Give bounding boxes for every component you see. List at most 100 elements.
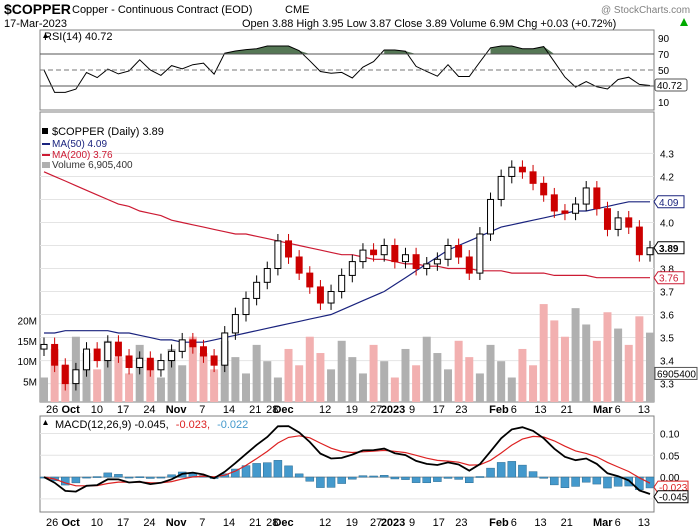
- rsi-tick-4: 10: [658, 98, 670, 109]
- candle-body: [295, 256, 303, 274]
- volume-bar: [252, 344, 261, 402]
- macd-frame: [39, 415, 655, 513]
- macd-hist-bar: [284, 465, 293, 478]
- macd-hist-bar: [124, 476, 134, 479]
- candle-body: [582, 187, 590, 205]
- macd-hist-bar: [369, 475, 378, 478]
- ma50-tag-text: 4.09: [659, 198, 679, 209]
- x-tick-label-17: 23: [455, 404, 467, 416]
- x-tick-label-3: 17: [117, 404, 129, 416]
- x-tick-label-22: Mar: [593, 517, 613, 529]
- x-tick-label-23: 6: [615, 404, 621, 416]
- legend-symbol-swatch: [42, 128, 48, 134]
- candle-body: [572, 203, 580, 214]
- x-tick-label-12: 19: [346, 517, 358, 529]
- price-tick-1: 4.2: [660, 172, 674, 183]
- candle-body: [625, 217, 633, 228]
- candle-body: [348, 261, 356, 276]
- volume-bar: [40, 377, 48, 402]
- ma50-tag-box: [653, 195, 685, 209]
- legend-volume: Volume 6,905,400: [52, 160, 133, 171]
- volume-bar: [444, 369, 452, 402]
- macd-hist-bar: [550, 476, 559, 486]
- x-tick-label-16: 17: [433, 404, 445, 416]
- rsi-tick-0: 90: [658, 34, 670, 45]
- candle-body: [540, 182, 548, 196]
- macd-hist-bar: [379, 475, 389, 478]
- x-tick-label-14: 2023: [381, 404, 405, 416]
- price-tick-5: 3.8: [660, 265, 674, 276]
- macd-value-tag-text: -0.045: [659, 493, 688, 504]
- candle-body: [221, 332, 229, 366]
- macd-hist-bar: [326, 476, 336, 488]
- macd-hist-bar: [71, 476, 81, 484]
- candle-body: [635, 226, 643, 256]
- price-tick-10: 3.3: [660, 380, 674, 391]
- volume-tick-1: 15M: [18, 337, 37, 348]
- x-tick-label-0: 26: [46, 517, 58, 529]
- candle-body: [412, 254, 420, 270]
- x-tick-label-7: 14: [223, 517, 235, 529]
- candle-body: [72, 369, 80, 385]
- x-tick-label-0: 26: [46, 404, 58, 416]
- macd-hist-bar: [603, 476, 612, 489]
- volume-tick-3: 5M: [23, 378, 37, 389]
- legend-volume-swatch: [42, 162, 50, 168]
- x-tick-label-17: 23: [455, 517, 467, 529]
- volume-tag-box: [654, 366, 698, 380]
- macd-signal-tag-text: -0.023: [659, 483, 688, 494]
- macd-tick-0: 0.10: [660, 429, 680, 440]
- x-tick-label-5: Nov: [166, 517, 188, 529]
- last-price-tag-box: [653, 241, 685, 255]
- candle-body: [168, 350, 176, 362]
- volume-bar: [592, 340, 601, 402]
- candle-body: [646, 247, 654, 256]
- macd-hist-bar: [305, 476, 315, 482]
- x-tick-label-4: 24: [143, 404, 155, 416]
- volume-bar: [93, 369, 102, 402]
- candle-body: [529, 171, 537, 184]
- volume-bar: [390, 377, 399, 402]
- x-tick-label-18: Feb: [489, 517, 509, 529]
- x-tick-label-21: 21: [561, 517, 573, 529]
- macd-hist-bar: [146, 476, 155, 479]
- candle-body: [104, 341, 112, 362]
- x-tick-label-20: 13: [534, 404, 546, 416]
- price-tick-8: 3.5: [660, 334, 674, 345]
- candle-body: [146, 357, 154, 371]
- macd-hist-bar: [390, 476, 400, 480]
- legend-symbol: $COPPER (Daily) 3.89: [52, 126, 164, 138]
- volume-tick-2: 10M: [18, 357, 37, 368]
- candle-body: [444, 244, 452, 260]
- candle-body: [561, 210, 569, 214]
- volume-bar: [529, 365, 538, 402]
- candle-body: [476, 233, 484, 274]
- volume-bar: [210, 369, 219, 402]
- price-tick-6: 3.7: [660, 288, 674, 299]
- candle-body: [497, 175, 505, 200]
- x-tick-label-2: 10: [91, 517, 103, 529]
- x-tick-label-18: Feb: [489, 404, 509, 416]
- volume-bar: [433, 353, 442, 402]
- macd-hist-bar: [454, 476, 463, 480]
- rsi-label: RSI(14) 40.72: [44, 31, 112, 43]
- volume-bar: [337, 340, 346, 402]
- candle-body: [327, 291, 335, 304]
- volume-bar: [125, 373, 134, 402]
- volume-bar: [603, 312, 612, 402]
- volume-bar: [614, 328, 623, 402]
- x-tick-label-4: 24: [143, 517, 155, 529]
- candle-body: [433, 258, 441, 265]
- macd-hist-bar: [592, 476, 602, 485]
- macd-label-main: MACD(12,26,9) -0.045,: [55, 419, 169, 431]
- contract-description: Copper - Continuous Contract (EOD): [72, 4, 252, 16]
- volume-bar: [156, 377, 165, 402]
- x-tick-label-13: 27: [370, 404, 382, 416]
- volume-bar: [178, 365, 187, 402]
- candle-body: [423, 263, 431, 270]
- macd-hist-bar: [263, 462, 272, 478]
- volume-bar: [475, 373, 484, 402]
- macd-hist-bar: [645, 476, 655, 489]
